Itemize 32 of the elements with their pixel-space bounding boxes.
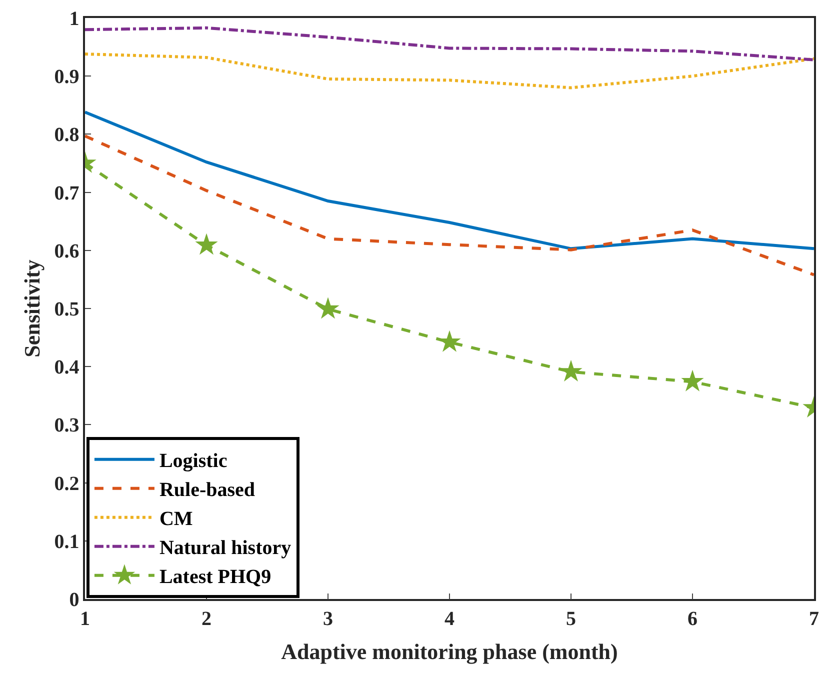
y-tick-label: 0.7 — [54, 182, 80, 204]
y-tick-label: 0 — [69, 589, 80, 611]
x-tick-label: 4 — [444, 608, 454, 630]
legend-label: Rule-based — [159, 479, 256, 502]
line-series — [85, 134, 814, 276]
x-axis-title: Adaptive monitoring phase (month) — [281, 639, 618, 664]
x-tick-label: 7 — [809, 608, 819, 630]
x-tick-label: 5 — [566, 608, 576, 630]
legend-label: Latest PHQ9 — [159, 566, 272, 588]
point — [681, 370, 704, 392]
x-tick-label: 6 — [688, 608, 698, 630]
line-series — [85, 26, 814, 62]
legend-label: Logistic — [159, 450, 228, 472]
point — [316, 297, 340, 319]
y-tick-label: 0.8 — [54, 124, 80, 146]
y-tick-label: 0.2 — [54, 472, 80, 495]
legend-label: Natural history — [159, 537, 292, 560]
y-tick-label: 0.9 — [54, 66, 80, 88]
y-tick-label: 0.1 — [54, 530, 80, 553]
y-tick-label: 0.6 — [54, 240, 80, 262]
y-tick-label: 0.5 — [54, 298, 80, 320]
y-tick-label: 0.4 — [54, 356, 80, 379]
y-axis-title: Sensitivity — [20, 260, 45, 358]
point — [560, 360, 582, 382]
line-series — [85, 52, 814, 90]
x-tick-label: 2 — [202, 608, 212, 630]
point — [195, 233, 218, 255]
line-series — [85, 110, 814, 250]
y-tick-label: 1 — [69, 8, 80, 30]
y-tick-label: 0.3 — [54, 414, 80, 437]
x-tick-label: 3 — [323, 608, 333, 630]
legend-label: CM — [159, 508, 193, 530]
